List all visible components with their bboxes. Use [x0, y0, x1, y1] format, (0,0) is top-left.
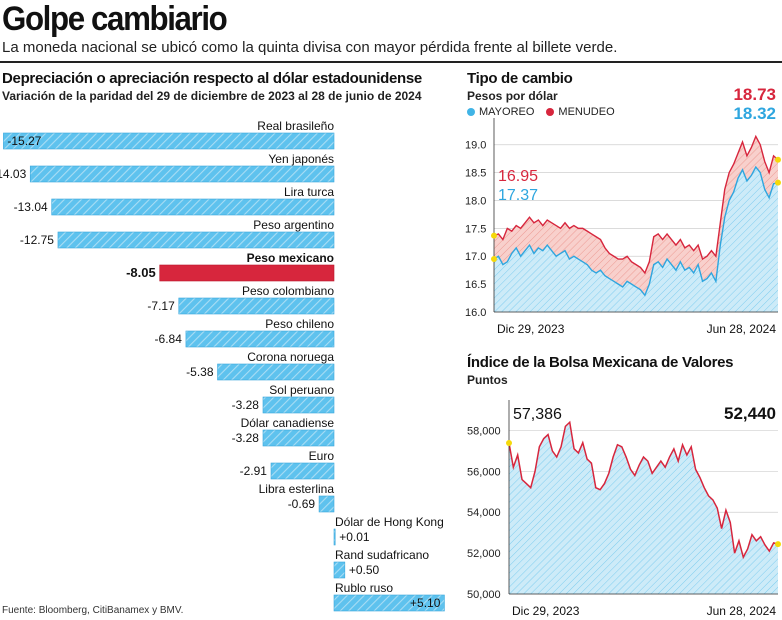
bar: [178, 297, 335, 315]
mayoreo-swatch-icon: [467, 108, 475, 116]
fx-start-marker: [491, 256, 497, 263]
bmv-y-tick: 58,000: [467, 425, 501, 437]
fx-chart-ylabel: Pesos por dólar: [467, 89, 558, 103]
bar-category-label: Peso chileno: [265, 317, 334, 331]
bar: [262, 429, 335, 447]
legend-menudeo-label: MENUDEO: [558, 106, 615, 118]
legend-menudeo: MENUDEO: [546, 106, 615, 118]
bar-category-label: Yen japonés: [268, 152, 334, 166]
bar: [318, 495, 335, 513]
fx-y-tick: 17.0: [465, 251, 486, 263]
header-rule: [0, 61, 782, 63]
menudeo-swatch-icon: [546, 108, 555, 116]
fx-end-marker: [775, 179, 781, 186]
bmv-x-label-end: Jun 28, 2024: [707, 604, 777, 618]
bar: [185, 330, 335, 348]
bmv-chart-ylabel: Puntos: [467, 373, 508, 387]
bar-category-label: Corona noruega: [247, 350, 334, 364]
bar-category-label: Peso argentino: [253, 218, 334, 232]
fx-chart-title: Tipo de cambio: [467, 70, 573, 87]
bar-category-label: Dólar canadiense: [241, 416, 335, 430]
fx-start-marker: [491, 232, 497, 239]
bar: [51, 198, 335, 216]
bar-value-label: -3.28: [232, 431, 260, 445]
bmv-area: [509, 422, 778, 594]
bar-value-label: -8.05: [126, 265, 156, 280]
legend-mayoreo-label: MAYOREO: [479, 106, 535, 118]
bar-category-label: Rand sudafricano: [335, 548, 429, 562]
bar-value-label: -7.17: [147, 299, 175, 313]
page-subtitle: La moneda nacional se ubicó como la quin…: [2, 39, 618, 56]
menudeo-end-label: 18.73: [733, 85, 776, 104]
mayoreo-line: [493, 165, 779, 297]
fx-end-marker: [775, 156, 781, 163]
fx-y-tick: 18.0: [465, 195, 486, 207]
page-title: Golpe cambiario: [2, 0, 228, 38]
bar: [270, 462, 335, 480]
bar-chart-title: Depreciación o apreciación respecto al d…: [2, 70, 422, 87]
fx-legend: MAYOREO MENUDEO: [467, 106, 615, 118]
bmv-start-label: 57,386: [513, 406, 562, 423]
bmv-chart: 50,000 52,000 54,000 56,000 58,000 57,386 52,4…: [467, 400, 781, 618]
bar-category-label: Dólar de Hong Kong: [335, 515, 444, 529]
menudeo-start-label: 16.95: [498, 168, 538, 185]
bmv-y-tick: 56,000: [467, 466, 501, 478]
source-note: Fuente: Bloomberg, CitiBanamex y BMV.: [2, 605, 184, 616]
bmv-end-label: 52,440: [724, 404, 776, 423]
bmv-x-label-start: Dic 29, 2023: [512, 604, 580, 618]
bar-value-label: +0.50: [349, 563, 380, 577]
fx-x-label-start: Dic 29, 2023: [497, 322, 565, 336]
bar: [57, 231, 335, 249]
fx-y-tick: 19.0: [465, 140, 486, 152]
bar-value-label: -2.91: [240, 464, 268, 478]
bar-value-label: -13.04: [14, 200, 48, 214]
bmv-y-tick: 50,000: [467, 589, 501, 601]
bar-value-label: +5.10: [410, 596, 441, 610]
bar-category-label: Libra esterlina: [259, 482, 335, 496]
bar: [333, 528, 336, 546]
bmv-y-tick: 52,000: [467, 548, 501, 560]
bmv-chart-title: Índice de la Bolsa Mexicana de Valores: [467, 354, 734, 371]
fx-chart: 16.0 16.5 17.0 17.5 18.0 18.5 19.0 16.95 17.37 18…: [465, 85, 781, 336]
bar-value-label: -3.28: [232, 398, 260, 412]
bar-category-label: Real brasileño: [257, 119, 334, 133]
mayoreo-start-label: 17.37: [498, 187, 538, 204]
fx-y-tick: 16.0: [465, 307, 486, 319]
bar-value-label: -0.69: [288, 497, 316, 511]
bar-value-label: -5.38: [186, 365, 214, 379]
bar: [29, 165, 335, 183]
bmv-end-marker: [775, 541, 781, 548]
fx-y-tick: 17.5: [465, 223, 486, 235]
bar: [333, 594, 445, 612]
bar: [159, 264, 335, 282]
bar: [333, 561, 346, 579]
fx-y-tick: 16.5: [465, 279, 486, 291]
bar-category-label: Peso colombiano: [242, 284, 334, 298]
bar: [262, 396, 335, 414]
bar-value-label: -12.75: [20, 233, 54, 247]
bmv-line: [508, 420, 779, 560]
bar-category-label: Rublo ruso: [335, 581, 393, 595]
bar-value-label: -15.27: [7, 134, 41, 148]
legend-mayoreo: MAYOREO: [467, 106, 534, 118]
bmv-y-tick: 54,000: [467, 507, 501, 519]
bar-chart-subtitle: Variación de la paridad del 29 de diciem…: [2, 89, 422, 103]
bar-value-label: -6.84: [155, 332, 183, 346]
bar-category-label: Lira turca: [284, 185, 334, 199]
bar-value-label: -14.03: [0, 167, 27, 181]
bar-category-label: Sol peruano: [269, 383, 334, 397]
mayoreo-area: [494, 167, 778, 312]
fx-x-label-end: Jun 28, 2024: [707, 322, 777, 336]
bar-value-label: +0.01: [339, 530, 370, 544]
mayoreo-end-label: 18.32: [733, 104, 776, 123]
fx-y-tick: 18.5: [465, 168, 486, 180]
bar: [217, 363, 335, 381]
bmv-start-marker: [506, 439, 512, 446]
bar: [3, 132, 335, 150]
bar-category-label: Peso mexicano: [247, 251, 334, 265]
bar-category-label: Euro: [309, 449, 335, 463]
menudeo-line: [493, 134, 779, 275]
